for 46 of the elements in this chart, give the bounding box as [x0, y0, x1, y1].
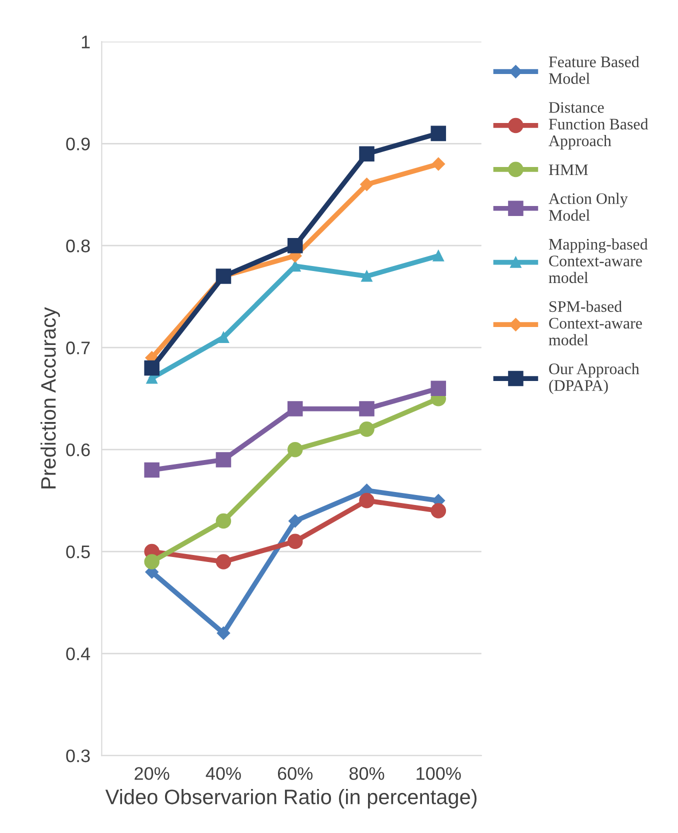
x-tick-label: 100% — [416, 767, 461, 780]
x-tick-label: 40% — [206, 767, 241, 780]
point — [359, 401, 374, 416]
point — [216, 554, 232, 570]
point — [287, 238, 303, 254]
y-tick-label: 0.6 — [66, 444, 90, 456]
point — [287, 401, 303, 416]
y-tick-label: 0.8 — [66, 240, 90, 252]
point — [359, 422, 374, 437]
point — [361, 270, 372, 282]
point — [144, 360, 160, 376]
point — [432, 157, 445, 171]
point — [288, 514, 302, 528]
legend-label: SPM-based Context-aware model — [548, 300, 642, 346]
y-tick-label: 0.7 — [66, 342, 90, 354]
x-tick-label: 80% — [349, 767, 384, 780]
y-tick-label: 0.3 — [66, 749, 90, 762]
point — [430, 126, 446, 142]
y-axis-title: Prediction Accuracy — [40, 307, 60, 488]
point — [432, 250, 444, 262]
y-tick-label: 0.9 — [66, 138, 90, 150]
point — [359, 146, 374, 162]
point — [430, 503, 446, 518]
point — [144, 554, 160, 570]
point — [430, 380, 446, 396]
x-axis-title: Video Observarion Ratio (in percentage) — [105, 789, 477, 808]
legend-label: Action Only Model — [548, 192, 628, 221]
point — [287, 534, 303, 550]
point — [287, 442, 303, 458]
point — [218, 332, 230, 343]
legend-label: Mapping-based Context-aware model — [548, 238, 648, 284]
legend-label: Distance Function Based Approach — [548, 102, 648, 150]
point — [216, 513, 232, 529]
legend-label: Feature Based Model — [548, 56, 640, 84]
legend-label: HMM — [548, 164, 588, 176]
point — [216, 452, 232, 468]
point — [360, 178, 374, 192]
legend-label: Our Approach (DPAPA) — [549, 362, 640, 394]
point — [216, 626, 230, 640]
y-tick-label: 1 — [82, 36, 90, 48]
x-tick-label: 60% — [278, 767, 313, 780]
y-tick-label: 0.5 — [66, 546, 90, 558]
point — [359, 492, 374, 508]
x-tick-label: 20% — [134, 767, 170, 780]
y-tick-label: 0.4 — [66, 647, 90, 660]
point — [144, 462, 160, 478]
